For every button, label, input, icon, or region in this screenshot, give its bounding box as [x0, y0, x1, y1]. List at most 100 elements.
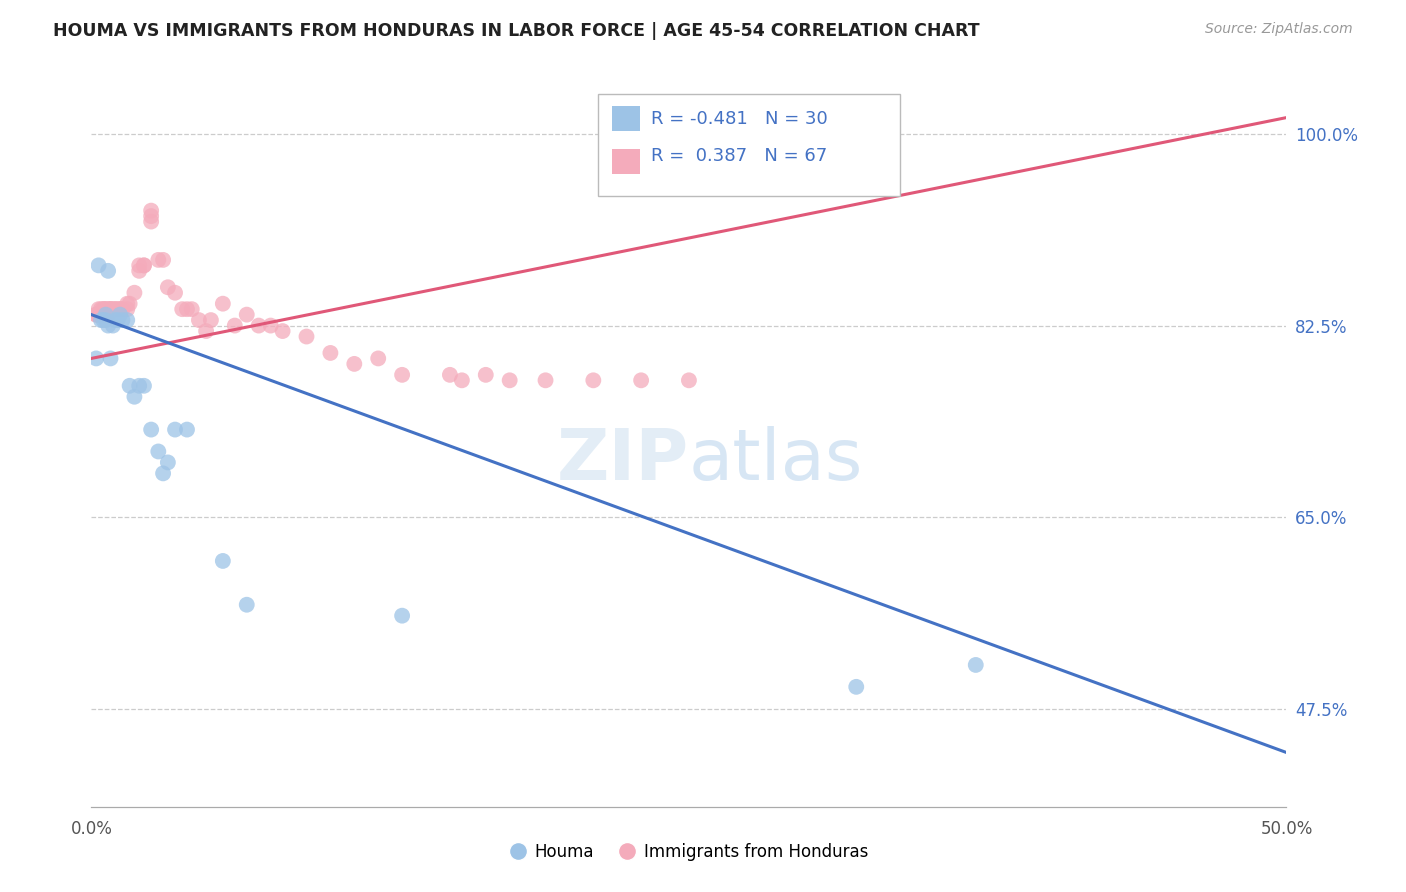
Point [104, 313, 127, 327]
Point [108, 302, 131, 317]
Point [247, 318, 270, 333]
Point [211, 554, 233, 568]
Point [87, 259, 110, 273]
Point [97, 264, 120, 278]
Point [295, 329, 318, 343]
Point [111, 302, 134, 317]
Point [450, 373, 472, 387]
Point [132, 379, 155, 393]
Point [118, 296, 141, 310]
Point [132, 259, 155, 273]
Point [195, 324, 218, 338]
Point [90, 302, 112, 317]
Point [94, 308, 117, 322]
Point [132, 259, 155, 273]
Point [156, 280, 179, 294]
Point [187, 313, 211, 327]
Point [115, 313, 138, 327]
Point [94, 308, 117, 322]
Point [176, 423, 198, 437]
Point [678, 373, 700, 387]
Point [319, 346, 342, 360]
Legend: Houma, Immigrants from Honduras: Houma, Immigrants from Honduras [503, 836, 875, 868]
Text: R =  0.387   N = 67: R = 0.387 N = 67 [651, 147, 827, 165]
Point [100, 302, 122, 317]
Point [211, 296, 233, 310]
Point [93, 308, 114, 322]
Point [94, 302, 117, 317]
Point [97, 308, 120, 322]
Point [141, 214, 162, 228]
Point [141, 209, 162, 223]
Point [107, 313, 129, 327]
Point [124, 285, 146, 300]
Point [235, 308, 259, 322]
Point [100, 351, 122, 366]
Point [97, 308, 120, 322]
Point [93, 313, 114, 327]
Point [104, 302, 127, 317]
Point [108, 308, 131, 322]
Point [87, 302, 110, 317]
Text: atlas: atlas [689, 426, 863, 495]
Point [391, 368, 413, 382]
Point [87, 308, 110, 322]
Point [84, 351, 107, 366]
Point [94, 302, 117, 317]
Text: Source: ZipAtlas.com: Source: ZipAtlas.com [1205, 22, 1353, 37]
Point [224, 318, 246, 333]
Point [152, 467, 174, 481]
Point [474, 368, 498, 382]
Point [148, 252, 170, 267]
Point [97, 318, 120, 333]
Point [156, 455, 179, 469]
Point [128, 259, 150, 273]
Point [115, 296, 138, 310]
Point [108, 302, 131, 317]
Point [367, 351, 389, 366]
Point [965, 657, 987, 672]
Point [115, 302, 138, 317]
Point [391, 608, 413, 623]
Text: ZIP: ZIP [557, 426, 689, 495]
Point [94, 313, 117, 327]
Point [100, 302, 122, 317]
Point [498, 373, 520, 387]
Point [148, 444, 170, 458]
Point [97, 302, 120, 317]
Point [124, 390, 146, 404]
Point [152, 252, 174, 267]
Point [93, 302, 114, 317]
Point [101, 318, 124, 333]
Point [128, 264, 150, 278]
Point [90, 313, 112, 327]
Point [259, 318, 281, 333]
Point [141, 203, 162, 218]
Point [101, 302, 124, 317]
Point [534, 373, 557, 387]
Point [163, 423, 186, 437]
Point [111, 313, 134, 327]
Point [180, 302, 202, 317]
Point [439, 368, 461, 382]
Point [582, 373, 605, 387]
Point [172, 302, 194, 317]
Point [163, 285, 186, 300]
Point [100, 302, 122, 317]
Point [141, 423, 162, 437]
Point [104, 302, 127, 317]
Point [93, 302, 114, 317]
Text: R = -0.481   N = 30: R = -0.481 N = 30 [651, 110, 828, 128]
Point [343, 357, 366, 371]
Point [128, 379, 150, 393]
Point [235, 598, 259, 612]
Point [630, 373, 652, 387]
Point [90, 308, 112, 322]
Point [84, 308, 107, 322]
Point [87, 308, 110, 322]
Point [176, 302, 198, 317]
Point [845, 680, 868, 694]
Point [200, 313, 222, 327]
Point [107, 302, 129, 317]
Point [93, 308, 114, 322]
